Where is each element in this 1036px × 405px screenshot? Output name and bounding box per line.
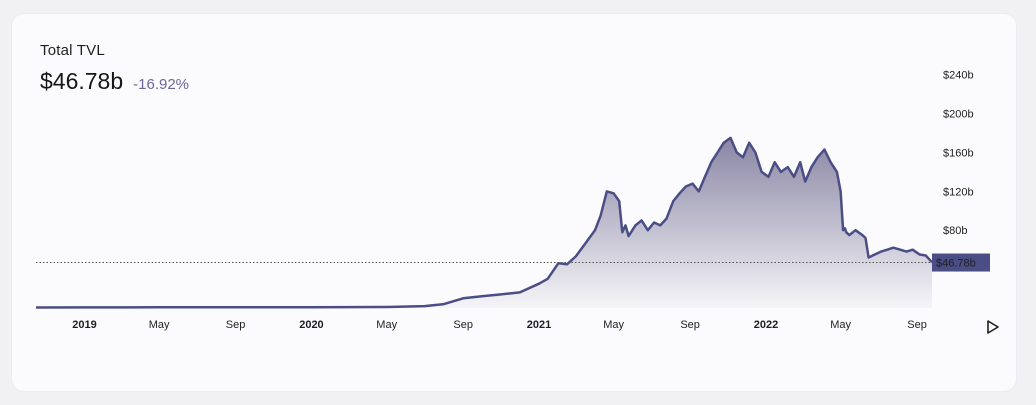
x-axis: 2019 May Sep 2020 May Sep 2021 May Sep 2022 May Sep [72,319,927,331]
play-icon[interactable] [987,320,999,334]
x-tick-label: 2022 [754,319,778,331]
x-tick-label: Sep [453,319,473,331]
current-value-label: $46.78b [936,258,976,270]
y-tick-label: $240b [943,70,974,82]
x-tick-label: 2020 [299,319,323,331]
tvl-header: Total TVL $46.78b -16.92% [40,42,189,95]
x-tick-label: Sep [907,319,927,331]
play-button[interactable] [987,320,999,334]
current-value-badge-bg [932,253,990,272]
y-tick-label: $80b [943,225,967,237]
x-tick-label: 2021 [527,319,551,331]
tvl-label: Total TVL [40,42,105,59]
y-tick-label: $200b [943,109,974,121]
x-tick-label: 2019 [72,319,96,331]
y-tick-label: $160b [943,147,974,159]
tvl-line [35,136,933,309]
y-axis: $240b $200b $160b $120b $80b [943,70,974,238]
tvl-value-row: $46.78b -16.92% [40,68,189,95]
chart-card [12,14,1016,391]
x-tick-label: May [603,319,624,331]
x-tick-label: Sep [680,319,700,331]
x-tick-label: Sep [226,319,246,331]
x-tick-label: May [830,319,851,331]
x-tick-label: May [149,319,170,331]
tvl-area [36,137,932,308]
x-tick-label: May [376,319,397,331]
y-tick-label: $120b [943,186,974,198]
current-value-badge: $46.78b [932,253,990,272]
tvl-change: -16.92% [133,76,190,93]
tvl-value: $46.78b [40,68,124,94]
